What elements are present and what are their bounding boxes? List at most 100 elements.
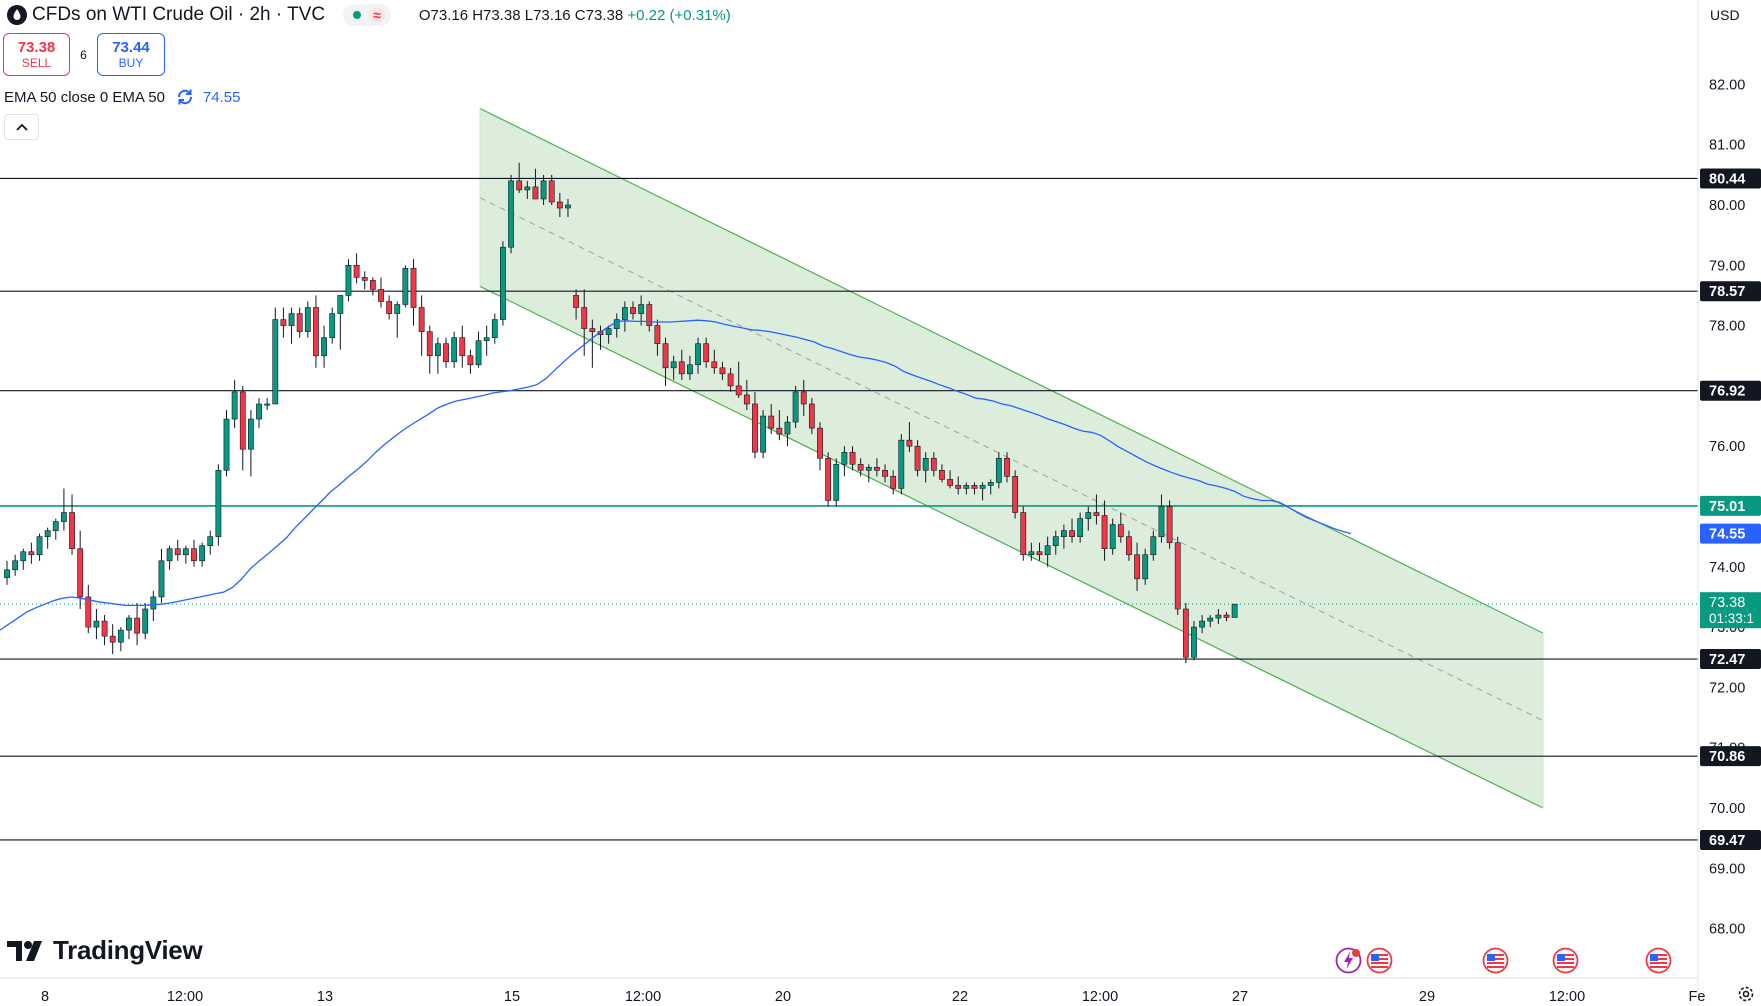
price-tick-label: 78.00 — [1709, 319, 1745, 335]
candle-body-up — [1158, 506, 1165, 537]
candle — [987, 479, 994, 495]
candle — [817, 422, 823, 471]
candle — [662, 337, 669, 386]
candle — [117, 627, 124, 652]
market-status-pill[interactable]: ≈ — [343, 4, 391, 26]
candle-body-down — [857, 463, 864, 471]
candle — [353, 253, 360, 284]
candle-body-up — [1085, 512, 1092, 519]
descending-channel[interactable] — [479, 107, 1544, 809]
ema-price-label-text: 74.55 — [1709, 527, 1745, 543]
candle — [605, 325, 612, 344]
candle-body-up — [760, 415, 766, 453]
level-price-label-bg — [1700, 495, 1761, 516]
candle — [126, 615, 132, 640]
candle-body-down — [906, 439, 913, 447]
tradingview-logo[interactable]: TradingView — [7, 935, 203, 966]
us-flag-icon[interactable] — [1645, 947, 1672, 974]
sell-button[interactable]: 73.38 SELL — [3, 33, 70, 76]
candle — [500, 241, 506, 326]
candle — [670, 355, 677, 380]
us-flag-icon[interactable] — [1552, 947, 1579, 974]
indicator-label[interactable]: EMA 50 close 0 EMA 50 — [4, 88, 165, 106]
tradingview-mark-icon — [7, 940, 42, 961]
candle-body-up — [199, 545, 206, 562]
horizontal-levels[interactable] — [0, 177, 1698, 841]
candle — [703, 337, 710, 368]
candle-body-up — [1028, 551, 1035, 556]
ema-price-label: 74.55 — [1700, 523, 1761, 544]
us-flag-icon[interactable] — [1366, 947, 1393, 974]
candle-body-up — [207, 536, 214, 546]
candle-body-up — [621, 307, 628, 320]
candle — [1101, 500, 1108, 561]
symbol-title[interactable]: CFDs on WTI Crude Oil · 2h · TVC — [32, 4, 326, 25]
candle — [508, 174, 514, 254]
candle — [1166, 500, 1173, 549]
lightning-us-flag-icon[interactable] — [1335, 947, 1362, 974]
candle — [1028, 542, 1035, 561]
collapse-legend-button[interactable] — [4, 114, 39, 140]
candle — [378, 277, 384, 308]
candle-body-down — [378, 289, 384, 302]
candle-body-down — [581, 307, 588, 329]
candle-body-up — [117, 629, 124, 643]
price-tick-label: 79.00 — [1709, 258, 1745, 274]
candle-body-up — [4, 569, 10, 578]
level-price-label-text: 75.01 — [1709, 499, 1745, 515]
trade-panel: 73.38 SELL 6 73.44 BUY — [3, 33, 165, 76]
candle — [890, 470, 897, 495]
candle-body-down — [1223, 614, 1230, 618]
buy-button[interactable]: 73.44 BUY — [97, 33, 165, 76]
gear-icon[interactable] — [1737, 985, 1755, 1003]
candle-body-up — [963, 485, 970, 489]
candle — [947, 470, 953, 489]
candle — [654, 319, 661, 356]
candle — [44, 527, 51, 549]
candle — [1020, 506, 1027, 561]
ema-50-line — [0, 319, 1352, 631]
candle — [808, 397, 815, 435]
candle — [882, 464, 888, 483]
channel-upper-line[interactable] — [479, 107, 1544, 634]
candle — [483, 325, 490, 356]
candle — [451, 331, 458, 368]
indicator-legend[interactable]: EMA 50 close 0 EMA 50 74.55 — [4, 86, 240, 108]
candle — [735, 361, 742, 398]
candle — [1191, 621, 1197, 661]
candle-body-down — [1134, 554, 1140, 580]
candle-body-up — [402, 268, 409, 305]
channel-lower-line[interactable] — [479, 285, 1544, 809]
time-tick-label: 20 — [775, 989, 791, 1005]
candle — [231, 379, 238, 429]
candle — [239, 385, 246, 471]
candle-body-up — [345, 264, 352, 296]
candle — [711, 349, 718, 374]
price-tick-label: 74.00 — [1709, 560, 1745, 576]
candle — [1182, 602, 1189, 664]
candle-body-up — [434, 343, 441, 357]
candle-body-up — [142, 608, 149, 634]
candle — [1199, 615, 1206, 634]
candle-body-down — [548, 180, 555, 203]
candle-body-up — [321, 337, 327, 357]
candle-body-up — [329, 313, 336, 338]
level-price-label-text: 78.57 — [1709, 284, 1745, 300]
candle-body-down — [890, 476, 897, 489]
candle-body-down — [459, 337, 466, 357]
price-axis-labels: 80.44 78.57 76.92 75.01 72.47 70.86 69.47 74.55… — [1700, 168, 1761, 850]
last-price-label-bg — [1700, 592, 1761, 629]
candle — [857, 458, 864, 477]
time-axis[interactable]: 8 12:00 13 15 12:00 20 22 12:00 27 29 12:00 Fe — [41, 989, 1706, 1005]
candle-body-down — [1182, 608, 1189, 658]
candle — [743, 379, 750, 411]
us-flag-icon[interactable] — [1482, 947, 1509, 974]
currency-label[interactable]: USD — [1710, 7, 1740, 23]
candle — [272, 307, 279, 405]
candle-body-up — [1199, 620, 1206, 628]
candle-body-down — [971, 485, 978, 489]
candle — [678, 349, 685, 380]
candle-body-down — [735, 385, 742, 396]
candle — [150, 590, 157, 622]
